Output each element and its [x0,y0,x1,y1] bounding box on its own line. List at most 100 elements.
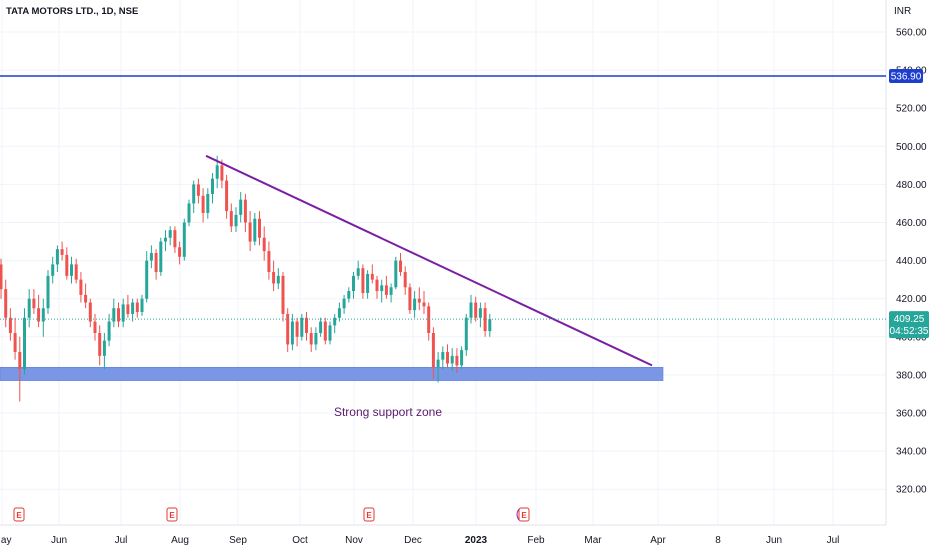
candle [112,298,116,328]
candle [51,256,55,284]
candle-body [389,287,393,295]
candle [333,313,337,333]
candle [182,218,186,261]
candle [164,230,167,252]
candle [117,302,120,328]
candle-body [4,289,8,318]
y-axis-unit: INR [894,6,911,17]
candle [375,275,379,299]
y-tick-label: 460.00 [896,218,927,229]
candle [168,226,172,246]
candle-body [112,308,116,322]
x-tick-label: Dec [404,535,422,546]
candle [347,287,351,303]
candle-body [342,298,346,309]
candle-body [427,306,431,333]
candle-body [446,352,449,364]
candle [305,312,308,341]
candle [243,193,247,233]
candle-body [295,321,299,337]
candle [366,270,370,299]
candle [403,266,407,295]
x-tick-label: Jul [115,535,128,546]
candle [328,321,332,345]
candle [389,283,393,303]
candle-body [60,249,64,255]
candle [18,336,22,402]
candle [98,325,102,366]
candle [140,294,144,316]
candle-body [276,275,280,284]
candle-body [234,214,238,227]
candle [239,192,243,223]
candle [267,241,271,280]
candle [413,291,417,318]
y-tick-label: 380.00 [896,370,927,381]
candle-body [337,308,341,318]
x-tick-label: Feb [527,535,545,546]
candle-body [206,193,210,213]
candle-body [286,313,290,345]
candle [46,270,50,314]
candle [384,275,388,299]
candle [441,346,445,370]
candle-body [460,350,464,366]
candle [370,264,374,284]
candle [436,352,440,383]
candle [483,302,487,337]
candle [455,348,459,373]
candle [337,302,341,322]
candle-body [394,260,398,288]
candle-body [361,268,365,293]
x-axis: May Jun Jul Aug Sep Oct Nov Dec 2023 Feb Mar Apr 8 Ju… [0,535,839,546]
candle-body [149,252,153,261]
candle [55,245,59,273]
candle [135,298,139,318]
candle-body [159,241,163,273]
current-price-label: 409.25 [894,314,925,325]
y-tick-label: 360.00 [896,409,927,420]
candle [93,313,97,341]
candle-body [93,321,97,333]
candle-body [135,302,139,313]
candle-body [243,199,247,223]
candle-body [474,302,478,318]
candle-body [300,317,304,337]
candle [460,346,464,370]
candle-body [333,317,337,326]
candle-body [178,247,182,257]
event-label: E [16,511,22,520]
event-label: E [169,511,175,520]
candle [84,283,88,309]
candle-body [55,249,59,265]
candle-body [220,165,224,181]
candle [408,283,412,314]
event-label: E [366,511,372,520]
x-tick-label: May [0,535,11,546]
candle-body [469,302,473,318]
earnings-event-icon: E [13,507,25,522]
candle [488,313,492,337]
earnings-event-icon: E [166,507,178,522]
candle-body [352,275,355,292]
event-box [363,507,375,522]
event-box [518,507,530,522]
candle [234,207,238,233]
candle-body [262,237,266,252]
support-zone-rect [0,366,664,381]
candle [159,237,163,276]
candle-body [79,279,83,295]
candle-body [98,332,102,356]
candle-body [478,308,482,318]
candle [319,317,323,337]
x-tick-label: 8 [715,535,721,546]
grid [0,0,887,526]
candle [450,348,454,372]
candle-body [215,165,219,179]
y-axis: 560.00540.00520.00500.00480.00460.00440.… [896,28,927,496]
candle [352,272,355,299]
candle [41,298,45,337]
candle-body [441,352,445,360]
